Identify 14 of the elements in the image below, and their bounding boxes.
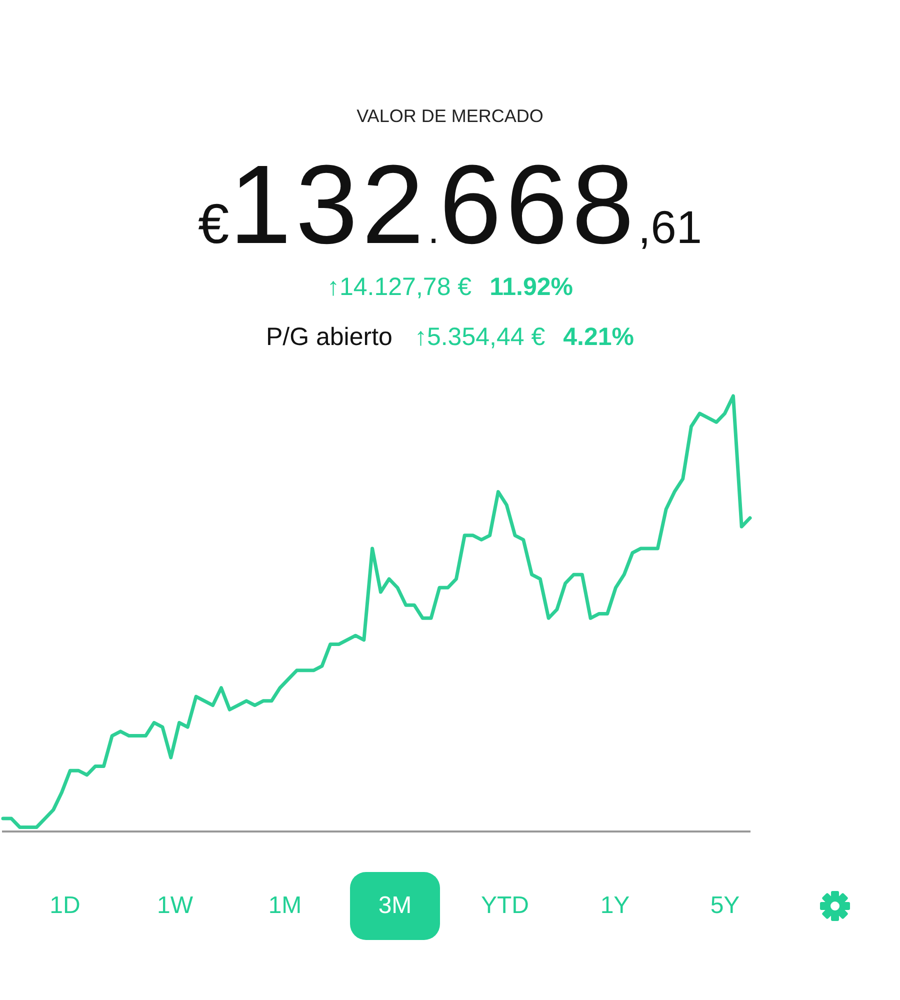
text: P/G abierto xyxy=(266,323,392,351)
text: 1W xyxy=(156,891,194,921)
text: ↑5.354,44 € xyxy=(414,323,546,351)
chart-subtitle: €132.668,61 xyxy=(198,142,702,267)
text: 1M xyxy=(267,891,303,921)
text: 5Y xyxy=(709,891,741,921)
text: 1D xyxy=(48,891,82,921)
text: YTD xyxy=(480,891,530,921)
text: ↑14.127,78 € xyxy=(327,273,472,301)
text: 1Y xyxy=(599,891,631,921)
text: 4.21% xyxy=(563,323,634,351)
text: 11.92% xyxy=(490,273,573,301)
chart-title: VALOR DE MERCADO xyxy=(356,106,544,127)
text: 3M xyxy=(350,872,440,940)
